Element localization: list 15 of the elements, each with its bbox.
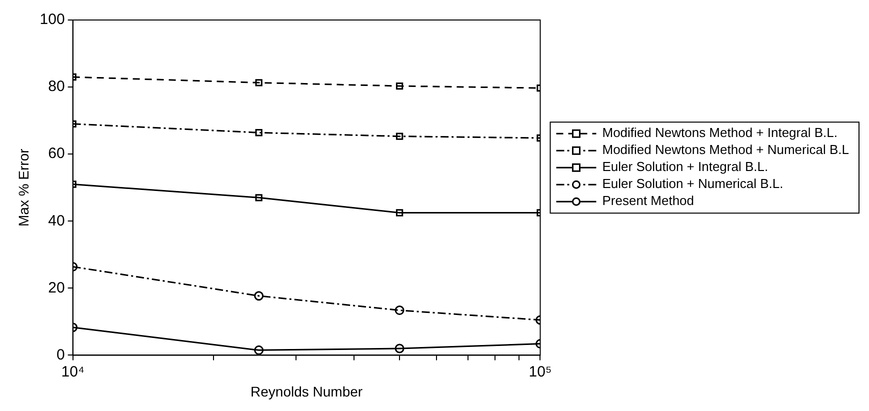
legend-label: Present Method: [602, 193, 694, 208]
legend-label: Modified Newtons Method + Integral B.L.: [602, 125, 838, 140]
y-tick-label: 80: [48, 78, 65, 96]
y-tick-label: 0: [56, 346, 65, 364]
x-tick-label: 10⁵: [528, 363, 552, 380]
x-tick-label: 10⁴: [61, 363, 84, 380]
y-tick-label: 100: [40, 11, 65, 28]
y-axis-title: Max % Error: [15, 148, 32, 226]
y-tick-label: 20: [48, 279, 65, 296]
legend-label: Modified Newtons Method + Numerical B.L: [602, 142, 850, 158]
y-tick-label: 40: [48, 212, 65, 230]
legend-label: Euler Solution + Integral B.L.: [602, 159, 768, 174]
y-tick-label: 60: [48, 145, 65, 162]
legend-label: Euler Solution + Numerical B.L.: [602, 176, 784, 192]
x-axis-title: Reynolds Number: [250, 383, 363, 400]
